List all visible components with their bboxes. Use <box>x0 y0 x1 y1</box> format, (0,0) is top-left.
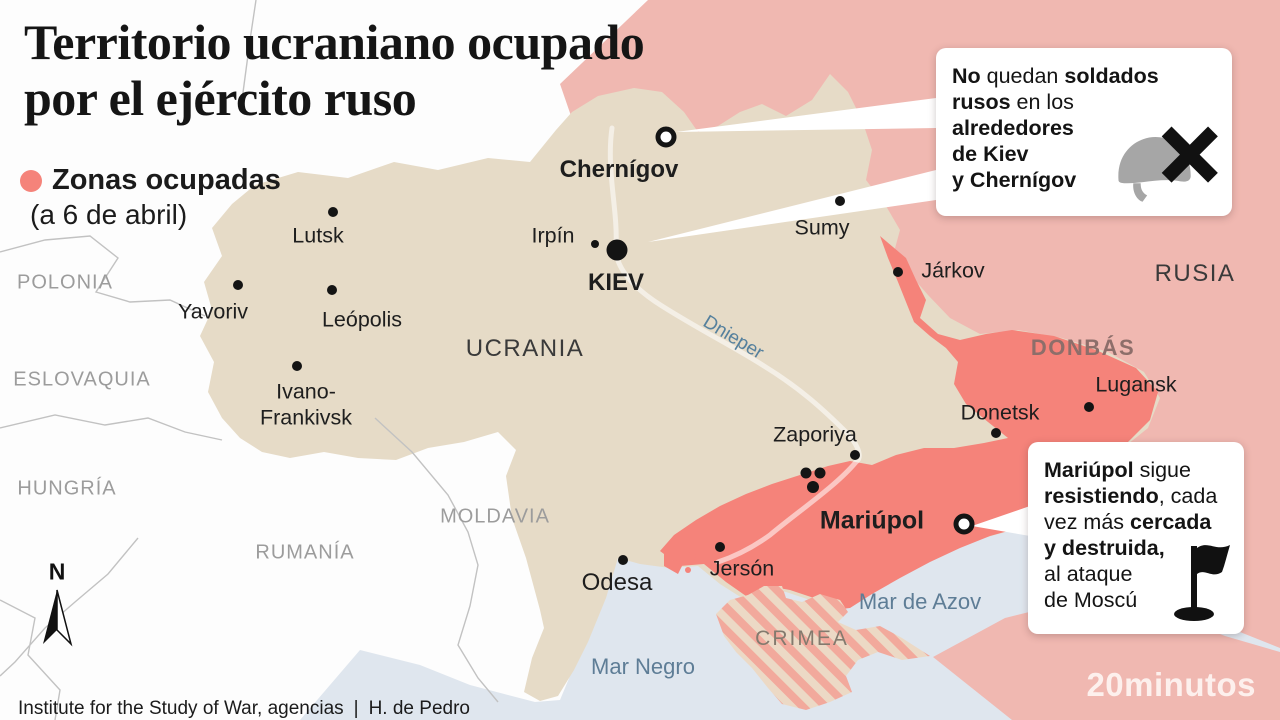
crimea-label: CRIMEA <box>755 627 849 650</box>
irpin-label: Irpín <box>531 223 575 248</box>
donbas-label: DONBÁS <box>1030 335 1136 360</box>
jarkov-marker <box>893 267 903 277</box>
yavoriv-label: Yavoriv <box>177 299 249 324</box>
lutsk-label: Lutsk <box>292 223 344 248</box>
kiev-marker <box>606 239 628 261</box>
ivano-frankivsk-label-line2: Frankivsk <box>260 405 352 430</box>
legend-label: Zonas ocupadas <box>52 164 281 196</box>
mariupol-label: Mariúpol <box>819 506 925 535</box>
map-legend: Zonas ocupadas (a 6 de abril) <box>20 164 281 231</box>
ivano-frankivsk-marker <box>292 361 302 371</box>
credit-separator: | <box>353 698 359 719</box>
odesa-marker <box>618 555 628 565</box>
crossed-helmet-icon <box>1118 126 1218 202</box>
ivano-frankivsk-label-line1: Ivano- <box>276 379 336 404</box>
occupied-pocket-dot2 <box>685 567 691 573</box>
chernigov-label: Chernígov <box>559 156 679 183</box>
credit-source: Institute for the Study of War, agencias <box>18 698 344 719</box>
eslovaquia-label: ESLOVAQUIA <box>13 368 151 391</box>
lutsk-marker <box>328 207 338 217</box>
donetsk-label: Donetsk <box>960 400 1040 425</box>
compass-arrow-icon <box>43 589 73 647</box>
hungria-label: HUNGRÍA <box>17 477 117 500</box>
compass-north-label: N <box>48 558 66 585</box>
leopolis-label: Leópolis <box>321 307 403 332</box>
occupied-pocket-west <box>664 548 684 574</box>
callout-pointer-wedges <box>648 98 1030 536</box>
rumania-label: RUMANÍA <box>255 541 355 564</box>
occupied-pocket-dot1 <box>688 552 696 560</box>
mar-negro-label: Mar Negro <box>591 654 695 679</box>
jerson-marker <box>715 542 725 552</box>
occupied-zone-swatch <box>20 169 42 192</box>
country-borders <box>0 0 499 720</box>
sumy-marker <box>835 196 845 206</box>
credit-line: Institute for the Study of War, agencias… <box>18 698 470 720</box>
title-line2: por el ejército ruso <box>24 70 417 126</box>
mariupol-callout: Mariúpol sigue resistiendo, cada vez más… <box>1028 442 1244 634</box>
moldavia-label: MOLDAVIA <box>440 505 550 528</box>
ucrania-label: UCRANIA <box>465 335 585 362</box>
jarkov-label: Járkov <box>921 258 985 283</box>
polonia-label: POLONIA <box>17 271 113 294</box>
brand-logo: 20minutos <box>1086 666 1256 703</box>
leopolis-marker <box>327 285 337 295</box>
odesa-label: Odesa <box>581 569 653 596</box>
zaporiya-marker <box>850 450 860 460</box>
kiev-callout: No quedan soldados rusos en los alrededo… <box>936 48 1232 216</box>
resistance-flag-icon <box>1174 545 1230 621</box>
title-line1: Territorio ucraniano ocupado <box>24 14 645 70</box>
infographic-title: Territorio ucraniano ocupado por el ejér… <box>24 14 645 126</box>
irpin-marker <box>591 240 599 248</box>
donetsk-marker <box>991 428 1001 438</box>
lugansk-label: Lugansk <box>1095 372 1177 397</box>
sumy-label: Sumy <box>794 215 850 240</box>
mariupol-marker <box>953 513 975 535</box>
mariupol-callout-text: Mariúpol sigue resistiendo, cada vez más… <box>1044 458 1218 612</box>
legend-date: (a 6 de abril) <box>30 199 188 230</box>
jerson-label: Jersón <box>709 556 775 581</box>
credit-author: H. de Pedro <box>368 698 470 719</box>
mar-de-azov-label: Mar de Azov <box>858 589 982 614</box>
kiev-label: KIEV <box>587 269 645 296</box>
crimea-shape <box>716 586 930 710</box>
kiev-callout-text: No quedan soldados rusos en los alrededo… <box>952 64 1159 192</box>
yavoriv-marker <box>233 280 243 290</box>
nuclear-plant-icon <box>800 467 826 493</box>
chernigov-marker <box>655 126 677 148</box>
lugansk-marker <box>1084 402 1094 412</box>
rusia-label: RUSIA <box>1154 260 1236 287</box>
zaporiya-label: Zaporiya <box>773 422 857 447</box>
